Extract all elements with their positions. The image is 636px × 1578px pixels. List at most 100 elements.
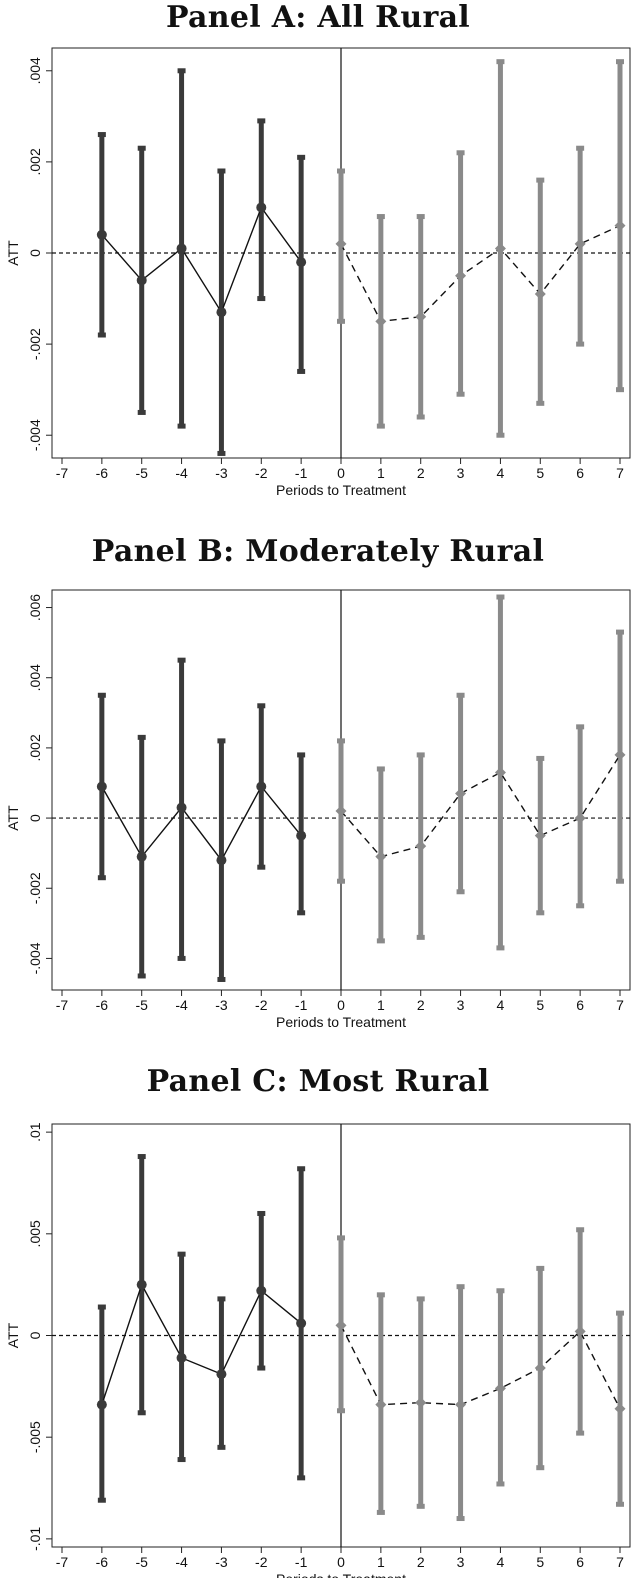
ci-cap [97,332,106,338]
x-tick-label: -3 [215,997,228,1013]
y-tick-label: -.004 [27,942,43,974]
ci-cap [297,910,306,916]
y-tick-label: .004 [27,57,43,84]
ci-cap [97,875,106,881]
ci-cap [137,409,146,415]
ci-cap [416,1503,425,1509]
x-tick-label: 0 [337,997,345,1013]
y-axis-label: ATT [5,240,21,266]
point-estimate-marker [494,242,506,254]
panel-a: Panel A: All Rural -.004 -.002 0 .002 .004 -7… [0,0,636,510]
point-estimate-marker [494,766,506,778]
ci-cap [337,1235,345,1241]
ci-cap [616,1501,624,1507]
estimate-line [101,785,302,862]
x-tick-label: 7 [616,465,624,481]
ci-cap [616,1310,624,1316]
ci-cap [217,738,226,744]
ci-cap [177,1251,186,1257]
point-estimate-marker [256,1285,267,1296]
ci-cap [217,976,226,982]
ci-cap [376,766,385,772]
ci-cap [456,889,465,895]
x-tick-label: 0 [337,465,345,481]
ci-cap [257,864,266,870]
point-estimate-marker [534,288,546,300]
point-estimate-marker [614,749,626,761]
point-estimate-marker [296,257,307,268]
ci-cap [456,1284,465,1290]
y-axis-label: ATT [5,805,21,831]
point-estimate-marker [296,1318,307,1329]
ci-cap [177,423,186,429]
x-tick-label: -3 [215,1554,228,1570]
y-tick-label: .006 [27,594,43,621]
ci-cap [496,59,505,65]
y-tick-label: 0 [27,1331,43,1339]
y-tick-label: .005 [27,1220,43,1247]
ci-cap [257,296,266,302]
x-tick-label: -4 [175,997,188,1013]
ci-cap [177,955,186,961]
x-tick-label: 6 [576,465,584,481]
panel-c-title: Panel C: Most Rural [146,1064,490,1099]
point-estimate-marker [216,1369,227,1380]
point-estimate-marker [375,315,387,327]
ci-cap [456,1516,465,1522]
x-tick-label: -1 [295,997,308,1013]
point-estimate-marker [415,1397,427,1409]
x-tick-label: -2 [255,465,268,481]
y-tick-label: -.01 [27,1527,43,1551]
ci-cap [456,692,465,698]
point-estimate-marker [136,851,147,862]
ci-cap [416,414,425,420]
panel-a-title: Panel A: All Rural [165,0,471,35]
ci-cap [536,910,545,916]
x-tick-label: 5 [536,465,544,481]
x-tick-label: -5 [135,1554,148,1570]
ci-cap [257,703,266,709]
x-tick-label: 1 [377,1554,385,1570]
x-tick-label: 0 [337,1554,345,1570]
point-estimate-marker [335,1319,347,1331]
ci-cap [576,145,585,151]
point-estimate-marker [96,1399,107,1410]
x-tick-label: -2 [255,1554,268,1570]
ci-cap [496,1288,505,1294]
x-axis-label: Periods to Treatment [276,1014,406,1030]
x-axis-label: Periods to Treatment [276,482,406,498]
y-tick-label: 0 [27,249,43,257]
point-estimate-marker [96,781,107,792]
point-estimate-marker [455,788,467,800]
point-estimate-marker [614,1403,626,1415]
y-tick-label: -.002 [27,872,43,904]
point-estimate-marker [176,1352,187,1363]
estimate-line [101,205,302,314]
point-estimate-marker [375,851,387,863]
y-tick-label: -.005 [27,1421,43,1453]
x-tick-label: -4 [175,1554,188,1570]
x-tick-label: 5 [536,1554,544,1570]
ci-cap [576,724,585,730]
x-tick-label: 3 [457,997,465,1013]
ci-cap [456,150,465,156]
ci-cap [456,391,465,397]
x-tick-label: 3 [457,1554,465,1570]
ci-cap [416,1296,425,1302]
ci-cap [536,1465,545,1471]
ci-cap [297,1166,306,1172]
ci-cap [297,154,306,160]
ci-cap [616,878,624,884]
ci-cap [616,387,624,393]
ci-cap [616,629,624,635]
x-axis-label: Periods to Treatment [276,1571,406,1578]
ci-cap [257,1365,266,1371]
point-estimate-marker [296,830,307,841]
ci-cap [496,432,505,438]
ci-cap [97,692,106,698]
ci-cap [97,1304,106,1310]
ci-cap [376,1509,385,1515]
point-estimate-marker [494,1382,506,1394]
ci-cap [297,1475,306,1481]
ci-cap [217,1296,226,1302]
